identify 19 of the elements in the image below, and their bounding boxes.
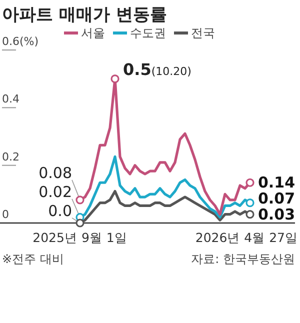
annotation: 0.02: [38, 182, 72, 201]
text: ※전주 대비: [2, 252, 64, 266]
x-tick-label: 2025년 9월 1일: [32, 230, 128, 245]
y-tick-label: 0.6(%): [2, 35, 39, 48]
y-tick-label: 0: [2, 208, 9, 221]
text: 자료: 한국부동산원: [191, 252, 295, 266]
annotation: 0.5(10.20): [123, 60, 192, 79]
annotation: 0.03: [258, 205, 296, 224]
annotation: 0.14: [258, 173, 296, 192]
annotation: 0.08: [38, 164, 72, 182]
legend-label: 전국: [191, 26, 215, 40]
annotation: 0.0: [48, 202, 72, 220]
x-tick-label: 2026년 4월 27일: [195, 230, 298, 245]
y-tick-label: 0.2: [2, 150, 20, 164]
chart-title: 아파트 매매가 변동률: [2, 5, 167, 25]
annotation: 0.07: [258, 189, 296, 208]
legend-label: 수도권: [130, 26, 166, 40]
y-tick-label: 0.4: [2, 92, 20, 106]
legend-label: 서울: [81, 26, 105, 40]
